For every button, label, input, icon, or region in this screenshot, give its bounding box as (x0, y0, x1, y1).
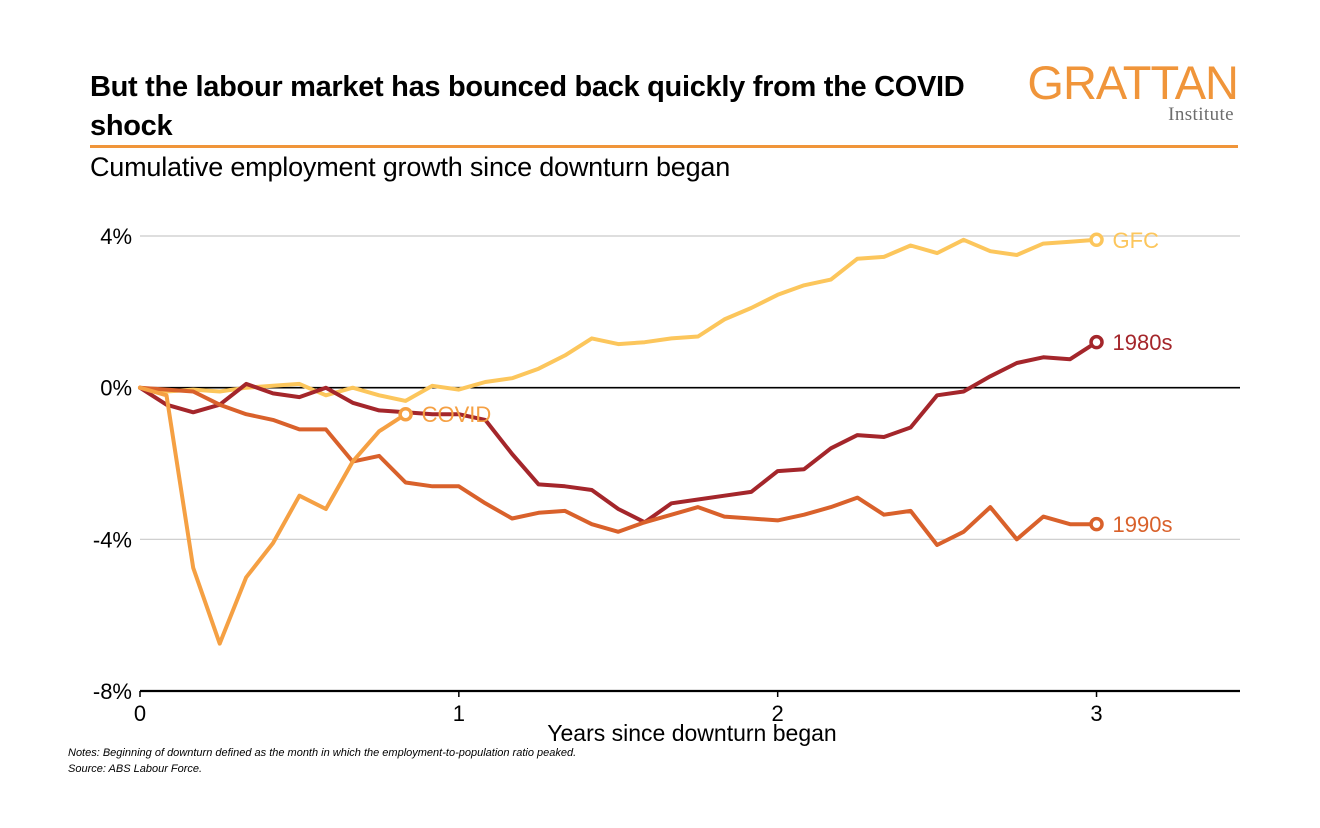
grattan-logo: GRATTAN Institute (1024, 56, 1239, 128)
x-tick-label: 0 (134, 701, 146, 726)
logo-wordmark: GRATTAN (1027, 56, 1239, 109)
x-tick-label: 3 (1090, 701, 1102, 726)
series-label-gfc: GFC (1113, 228, 1160, 253)
notes-text: Notes: Beginning of downturn defined as … (68, 747, 577, 759)
logo-subtext: Institute (1168, 104, 1234, 125)
series-line-covid (138, 385, 408, 646)
series-end-marker-1980s (1089, 334, 1104, 350)
series-end-marker-covid (398, 406, 413, 422)
series-labels: GFC 1980s 1990s COVID (398, 228, 1173, 537)
series-line-1980s (138, 340, 1099, 525)
series-label-covid: COVID (422, 402, 492, 427)
series-end-marker-1990s (1089, 516, 1104, 532)
series-end-marker-gfc (1089, 232, 1104, 248)
x-axis-label: Years since downturn began (547, 720, 836, 746)
series-line-1990s (138, 385, 1099, 547)
chart-title: But the labour market has bounced back q… (90, 71, 965, 142)
axes: 4% 0% -4% -8%0 1 2 3 (93, 224, 1240, 726)
y-tick-label: 0% (100, 376, 132, 401)
source-text: Source: ABS Labour Force. (68, 763, 203, 775)
series-line-gfc (138, 237, 1099, 403)
y-tick-label: -4% (93, 527, 132, 552)
chart-notes: Notes: Beginning of downturn defined as … (68, 745, 576, 777)
chart-subtitle: Cumulative employment growth since downt… (90, 152, 731, 182)
y-tick-label: 4% (100, 224, 132, 249)
x-tick-label: 2 (772, 701, 784, 726)
y-tick-label: -8% (93, 679, 132, 704)
series-label-1980s: 1980s (1113, 330, 1173, 355)
x-tick-label: 1 (453, 701, 465, 726)
series-label-1990s: 1990s (1113, 512, 1173, 537)
title-divider (90, 145, 1238, 148)
series-lines (138, 237, 1099, 646)
